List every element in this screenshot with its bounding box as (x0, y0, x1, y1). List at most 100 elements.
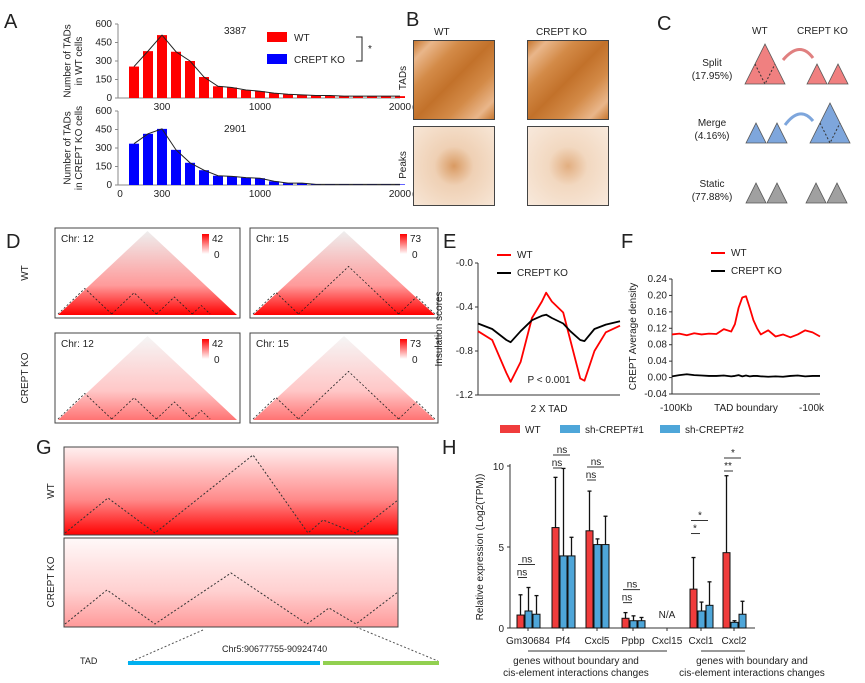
x-tick-label: 300 (154, 102, 171, 113)
tad-boundary-dash (398, 296, 436, 315)
group-label: cis-element interactions changes (679, 668, 825, 679)
tad-boundary-dash (191, 304, 211, 315)
panel-g-contact-maps (63, 446, 439, 665)
y-tick-label: 0 (106, 180, 112, 191)
ko-ylabel: Number of TADsin CREPT KO cells (63, 106, 86, 190)
y-tick-label: -0.0 (456, 258, 474, 269)
bar (199, 77, 209, 98)
y-tick-label: -0.8 (456, 346, 474, 357)
color-scale-max: 42 (212, 339, 224, 350)
bar-sh-crept-1 (593, 544, 602, 629)
legend-swatch (660, 425, 680, 433)
bar (185, 61, 195, 98)
x-tick-label: -100Kb (660, 403, 693, 414)
g-row-ko: CREPT KO (46, 556, 57, 607)
tad-boundary-dash (64, 454, 399, 534)
color-scale-bar (400, 339, 407, 359)
significance-star: * (368, 44, 372, 55)
ylabel-line: Number of TADs (63, 24, 74, 98)
chromosome-label: Chr: 15 (256, 234, 289, 245)
tad-boundary-dash (252, 396, 299, 420)
y-tick-label: 0.08 (648, 340, 668, 351)
group-label: cis-element interactions changes (503, 668, 649, 679)
contact-map-heat (64, 538, 398, 627)
series-line-crept-ko (477, 313, 621, 344)
y-tick-label: 150 (95, 162, 112, 173)
tad-boundary-dash (298, 265, 399, 315)
bar-sh-crept-1 (559, 555, 568, 629)
tad-segment (323, 661, 439, 665)
y-tick-label: 450 (95, 125, 112, 136)
series-line-wt (671, 295, 821, 339)
x-tick-label: 2000 (389, 189, 412, 200)
x-tick-label: 1000 (249, 189, 272, 200)
category-label: Ppbp (621, 636, 645, 647)
g-row-wt: WT (46, 483, 57, 499)
b-row-peaks: Peaks (398, 151, 409, 179)
contact-map-triangle (253, 231, 435, 315)
split-ko-tad (806, 63, 828, 85)
legend-label: WT (517, 250, 533, 261)
bar-sh-crept-1 (524, 610, 533, 629)
static-tad (745, 182, 767, 204)
legend-label: sh-CREPT#1 (585, 425, 644, 436)
color-scale-bar (400, 234, 407, 254)
group-label: genes without boundary and (513, 656, 639, 667)
y-tick-label: 300 (95, 143, 112, 154)
legend-label: CREPT KO (517, 268, 568, 279)
bar (185, 162, 195, 185)
y-tick-label: 0 (106, 93, 112, 104)
bar (227, 176, 237, 185)
b-row-tads: TADs (398, 66, 409, 90)
chromosome-label: Chr: 12 (61, 339, 94, 350)
color-scale-min: 0 (214, 355, 220, 366)
bar (241, 89, 251, 98)
bar-sh-crept-2 (738, 613, 747, 629)
contact-map-triangle (58, 231, 237, 315)
region-label: Chr5:90677755-90924740 (222, 644, 327, 654)
bar (325, 95, 335, 98)
panel-label-h: H (442, 437, 456, 459)
c-static-label: Static (699, 179, 724, 190)
bar-sh-crept-1 (697, 610, 706, 629)
legend-swatch (500, 425, 520, 433)
bar (297, 94, 307, 98)
merge-wt-tad (745, 122, 767, 144)
tad-boundary-dash (191, 409, 211, 420)
bar (143, 133, 153, 185)
legend-label: CREPT KO (731, 266, 782, 277)
c-static-pct: (77.88%) (692, 192, 733, 203)
bar-sh-crept-1 (629, 620, 638, 629)
bar (339, 96, 349, 98)
contact-map-heat (64, 447, 398, 535)
d-row-ko: CREPT KO (20, 352, 31, 403)
legend-label-ko: CREPT KO (294, 55, 345, 66)
panel-h-expression-bars: 0 5 10 Relative expression (Log2(TPM)) WT sh-… (475, 425, 825, 679)
color-scale-max: 73 (410, 234, 422, 245)
legend-label: WT (731, 248, 747, 259)
bar (367, 96, 377, 98)
category-label: Cxcl5 (584, 636, 609, 647)
color-scale-max: 42 (212, 234, 224, 245)
zoom-guide (355, 626, 439, 662)
bar (157, 35, 167, 98)
color-scale-max: 73 (410, 339, 422, 350)
bar-sh-crept-2 (637, 620, 646, 629)
tad-boundary-dash (298, 370, 399, 420)
tad-segment (128, 661, 320, 665)
tad-boundary-dash (156, 296, 193, 315)
panel-d-contact-maps: Chr: 12 42 0 Chr: 15 73 0 Chr: 12 42 0 Chr: 15 73 0 (54, 227, 439, 424)
y-tick-label: 0.04 (648, 356, 668, 367)
bar (283, 94, 293, 98)
significance-label: ns (622, 593, 633, 604)
bar (157, 128, 167, 185)
y-axis-label: CREPT Average density (628, 283, 639, 390)
c-merge-label: Merge (698, 118, 727, 129)
tad-boundary-dash (57, 287, 112, 315)
bar-sh-crept-2 (567, 555, 576, 629)
y-tick-label: -1.2 (456, 390, 474, 401)
trend-line (133, 34, 400, 97)
bar (269, 93, 279, 98)
bar-wt (516, 614, 525, 629)
y-tick-label: 600 (95, 19, 112, 30)
